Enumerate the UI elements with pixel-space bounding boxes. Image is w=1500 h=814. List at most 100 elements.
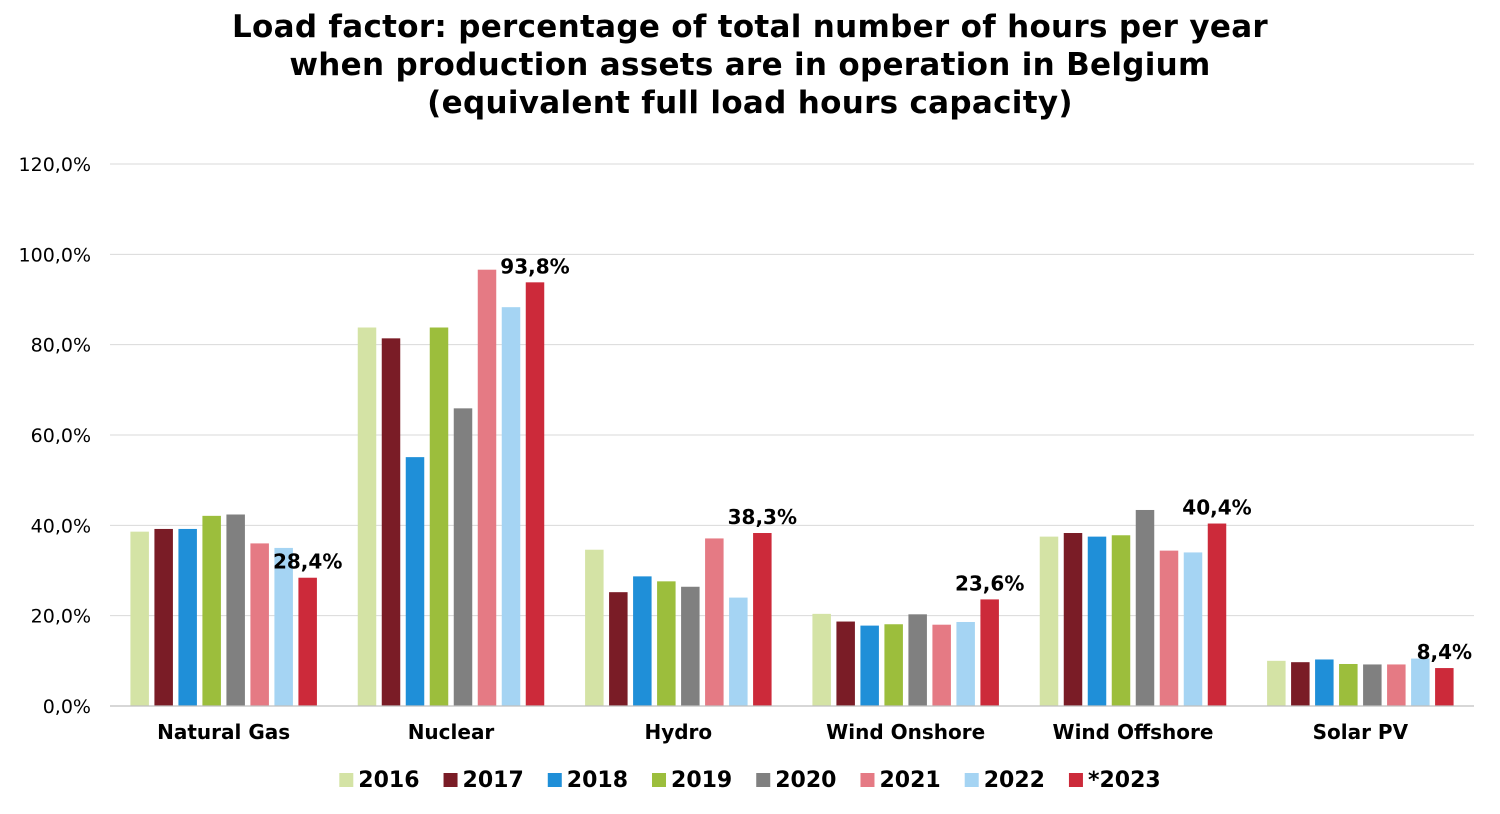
bar xyxy=(429,327,449,706)
data-label: 23,6% xyxy=(955,571,1024,595)
bar xyxy=(956,621,975,706)
bars xyxy=(130,269,1454,706)
bar xyxy=(405,457,425,706)
x-tick-label: Wind Onshore xyxy=(826,720,985,744)
bar xyxy=(130,531,149,706)
legend-swatch xyxy=(652,773,667,787)
y-tick-label: 20,0% xyxy=(31,606,91,628)
bar xyxy=(681,586,700,706)
legend-label: 2020 xyxy=(775,768,836,793)
legend-label: 2017 xyxy=(463,768,524,793)
data-label: 28,4% xyxy=(273,550,342,574)
legend-swatch xyxy=(860,773,875,787)
legend-swatch xyxy=(964,773,979,787)
bar xyxy=(453,408,473,706)
chart-title-line-2: when production assets are in operation … xyxy=(289,47,1211,83)
legend-item: 2022 xyxy=(964,768,1045,793)
bar xyxy=(633,576,652,706)
bar xyxy=(1267,660,1286,706)
bar xyxy=(729,597,748,706)
bar xyxy=(884,624,903,706)
bar xyxy=(1339,663,1358,706)
bar xyxy=(178,528,197,706)
bar xyxy=(932,624,951,706)
bar xyxy=(477,269,497,706)
bar xyxy=(1063,533,1083,706)
bar xyxy=(1135,509,1155,706)
legend-item: 2018 xyxy=(547,768,628,793)
bar xyxy=(980,599,999,706)
bar xyxy=(1411,658,1430,706)
legend-swatch xyxy=(756,773,771,787)
bar xyxy=(908,614,927,706)
bar xyxy=(836,621,855,706)
bar xyxy=(657,581,676,706)
bar xyxy=(525,282,545,706)
bar xyxy=(1207,523,1227,706)
bar xyxy=(381,338,401,706)
bar xyxy=(1111,535,1131,706)
y-tick-label: 120,0% xyxy=(19,154,91,176)
y-tick-label: 60,0% xyxy=(31,425,91,447)
bar xyxy=(1315,659,1334,706)
legend-item: *2023 xyxy=(1068,768,1161,793)
legend-item: 2021 xyxy=(860,768,941,793)
bar xyxy=(753,533,772,706)
legend-swatch xyxy=(443,773,458,787)
bar xyxy=(1039,536,1059,706)
bar xyxy=(1363,664,1382,706)
bar xyxy=(860,625,879,706)
legend-label: 2016 xyxy=(358,768,419,793)
bar xyxy=(298,577,317,706)
gridlines xyxy=(110,163,1474,617)
data-label: 93,8% xyxy=(500,254,569,278)
y-tick-label: 40,0% xyxy=(31,515,91,537)
legend-label: 2022 xyxy=(984,768,1045,793)
bar xyxy=(609,592,628,706)
data-label: 8,4% xyxy=(1417,640,1472,664)
data-label: 40,4% xyxy=(1182,496,1251,520)
bar xyxy=(585,549,604,706)
bar xyxy=(1435,668,1454,706)
x-tick-label: Natural Gas xyxy=(157,720,290,744)
chart-title-line-1: Load factor: percentage of total number … xyxy=(231,9,1268,45)
bar xyxy=(1387,664,1406,706)
bar xyxy=(705,538,724,706)
bar xyxy=(1087,536,1107,706)
legend-swatch xyxy=(1068,773,1083,787)
y-tick-label: 0,0% xyxy=(43,696,91,718)
bar xyxy=(1159,550,1179,706)
bar xyxy=(226,514,245,706)
bar xyxy=(1291,662,1310,706)
bar xyxy=(357,327,377,706)
x-axis: Natural Gas Nuclear Hydro Wind Onshore Wind … xyxy=(110,705,1474,744)
x-tick-label: Solar PV xyxy=(1313,720,1409,744)
chart-title-line-3: (equivalent full load hours capacity) xyxy=(427,85,1073,121)
legend-label: *2023 xyxy=(1088,768,1161,793)
bar xyxy=(250,543,269,706)
legend: 2016 2017 2018 2019 2020 2021 2022 *2023 xyxy=(339,768,1161,793)
data-labels: 28,4% 93,8% 38,3% 23,6% 40,4% 8,4% xyxy=(273,254,1472,664)
x-tick-label: Hydro xyxy=(644,720,712,744)
bar xyxy=(1183,552,1203,706)
legend-swatch xyxy=(339,773,354,787)
legend-swatch xyxy=(547,773,562,787)
x-tick-label: Nuclear xyxy=(408,720,495,744)
bar xyxy=(274,547,293,706)
y-tick-label: 100,0% xyxy=(19,244,91,266)
legend-item: 2019 xyxy=(652,768,732,793)
bar xyxy=(812,613,831,706)
data-label: 38,3% xyxy=(728,505,797,529)
legend-item: 2020 xyxy=(756,768,836,793)
legend-label: 2019 xyxy=(671,768,732,793)
chart-title: Load factor: percentage of total number … xyxy=(0,8,1500,122)
legend-item: 2017 xyxy=(443,768,524,793)
bar xyxy=(501,307,521,706)
bar xyxy=(154,528,173,706)
bar xyxy=(202,515,221,706)
legend-label: 2018 xyxy=(567,768,628,793)
y-axis: 0,0% 20,0% 40,0% 60,0% 80,0% 100,0% 120,0% xyxy=(19,154,91,718)
y-tick-label: 80,0% xyxy=(31,335,91,357)
legend-label: 2021 xyxy=(879,768,940,793)
